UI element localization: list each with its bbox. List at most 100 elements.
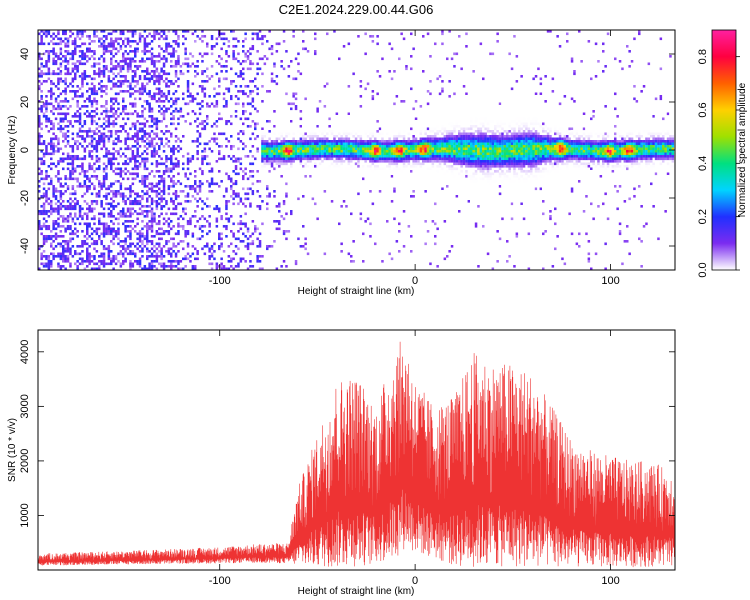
spectrogram-cell (287, 160, 291, 163)
spectrogram-cell (186, 157, 190, 161)
spectrogram-cell (76, 252, 79, 256)
spectrogram-cell (316, 127, 319, 131)
spectrogram-cell (186, 252, 190, 256)
spectrogram-cell (45, 60, 48, 63)
spectrogram-cell (74, 192, 77, 196)
spectrogram-cell (174, 127, 178, 131)
spectrogram-cell (110, 132, 113, 136)
spectrogram-cell (280, 155, 283, 158)
spectrogram-cell (143, 182, 147, 186)
spectrogram-cell (350, 115, 353, 118)
spectrogram-cell (254, 227, 257, 231)
spectrogram-cell (292, 175, 295, 178)
spectrogram-cell (285, 132, 288, 136)
spectrogram-cell (66, 85, 70, 88)
spectrogram-cell (117, 252, 120, 256)
spectrogram-cell (78, 32, 82, 36)
spectrogram-cell (191, 185, 195, 188)
spectrogram-cell (364, 130, 367, 133)
spectrogram-cell (311, 155, 315, 158)
spectrogram-cell (64, 32, 67, 36)
spectrogram-cell (290, 185, 293, 188)
spectrogram-cell (359, 125, 363, 128)
spectrogram-cell (88, 87, 91, 91)
spectrogram-cell (441, 107, 444, 111)
spectrogram-cell (285, 237, 288, 241)
spectrogram-cell (90, 157, 94, 161)
spectrogram-cell (318, 145, 322, 148)
spectrogram-cell (177, 242, 180, 246)
spectrogram-cell (124, 75, 127, 78)
spectrogram-cell (434, 140, 437, 143)
spectrogram-cell (287, 75, 291, 78)
spectrogram-cell (318, 180, 322, 183)
spectrogram-cell (50, 180, 53, 183)
spectrogram-cell (453, 125, 456, 128)
spectrogram-cell (42, 105, 46, 108)
spectrogram-cell (141, 160, 144, 163)
spectrogram-cell (102, 105, 106, 108)
spectrogram-cell (292, 137, 295, 141)
spectrogram-cell (98, 45, 101, 48)
spectrogram-cell (81, 85, 84, 88)
spectrogram-cell (66, 40, 70, 43)
spectrogram-cell (182, 155, 185, 158)
spectrogram-cell (71, 125, 75, 128)
spectrogram-cell (107, 80, 111, 83)
spectrogram-cell (66, 162, 70, 166)
spectrogram-cell (38, 197, 41, 201)
spectrogram-cell (405, 127, 408, 131)
spectrogram-cell (306, 155, 310, 158)
spectrogram-cell (393, 162, 396, 166)
spectrogram-cell (78, 95, 82, 98)
spectrogram-cell (179, 115, 183, 118)
spectrogram-cell (117, 180, 120, 183)
spectrogram-cell (114, 180, 118, 183)
spectrogram-cell (95, 175, 99, 178)
spectrogram-cell (402, 167, 406, 171)
spectrogram-cell (62, 105, 65, 108)
spectrogram-cell (42, 235, 46, 238)
spectrogram-cell (410, 155, 413, 158)
spectrogram-cell (134, 210, 137, 213)
spectrogram-cell (242, 77, 245, 81)
spectrogram-cell (309, 132, 312, 136)
spectrogram-cell (57, 150, 60, 153)
spectrogram-cell (69, 162, 72, 166)
spectrogram-cell (326, 152, 329, 156)
spectrogram-cell (280, 215, 283, 218)
spectrogram-cell (393, 127, 396, 131)
spectrogram-cell (66, 72, 70, 76)
spectrogram-cell (143, 235, 147, 238)
spectrogram-cell (143, 122, 147, 126)
spectrogram-cell (64, 117, 67, 121)
spectrogram-cell (182, 72, 185, 76)
spectrogram-cell (165, 160, 168, 163)
spectrogram-cell (57, 57, 60, 61)
spectrogram-cell (230, 80, 233, 83)
spectrogram-cell (69, 202, 72, 206)
spectrogram-cell (213, 257, 216, 261)
spectrogram-cell (282, 145, 286, 148)
spectrogram-cell (98, 260, 101, 263)
spectrogram-cell (347, 152, 351, 156)
spectrogram-cell (302, 30, 305, 33)
spectrogram-cell (143, 157, 147, 161)
spectrogram-cell (306, 140, 310, 143)
spectrogram-cell (69, 250, 72, 253)
spectrogram-cell (422, 147, 425, 151)
spectrogram-cell (160, 137, 163, 141)
spectrogram-cell (160, 195, 163, 198)
spectrogram-cell (162, 117, 166, 121)
spectrogram-cell (242, 240, 245, 243)
spectrogram-cell (210, 245, 214, 248)
spectrogram-cell (371, 145, 375, 148)
spectrogram-cell (402, 147, 406, 151)
spectrogram-cell (57, 205, 60, 208)
spectrogram-cell (148, 255, 151, 258)
spectrogram-cell (258, 255, 262, 258)
spectrogram-cell (215, 125, 219, 128)
spectrogram-cell (242, 105, 245, 108)
spectrogram-cell (148, 250, 151, 253)
spectrogram-cell (357, 147, 360, 151)
